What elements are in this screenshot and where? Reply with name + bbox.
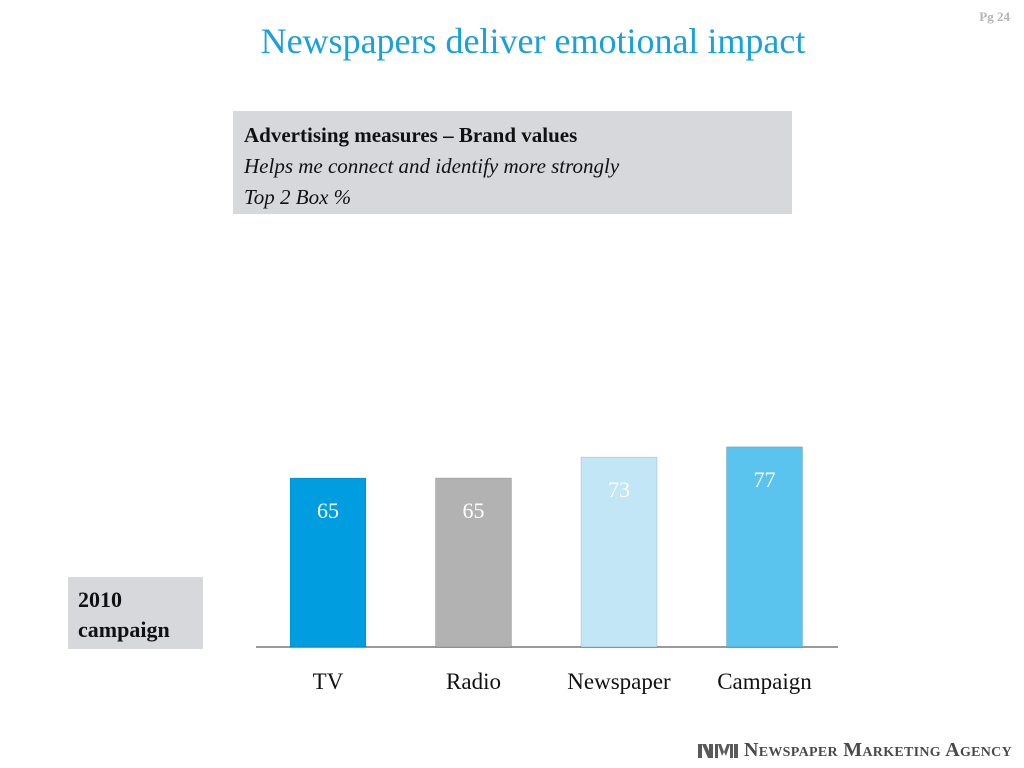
- agency-name: Newspaper Marketing Agency: [744, 739, 1012, 761]
- footer-logo: Newspaper Marketing Agency: [698, 739, 1012, 762]
- bar-newspaper: [580, 456, 658, 648]
- data-label-newspaper: 73: [608, 477, 630, 502]
- bar-campaign: [726, 446, 803, 648]
- campaign-label: 2010 campaign: [68, 577, 203, 649]
- category-label-tv: TV: [313, 669, 344, 694]
- data-label-campaign: 77: [754, 467, 776, 492]
- info-box-heading: Advertising measures – Brand values: [244, 123, 578, 147]
- info-box-subtitle: Helps me connect and identify more stron…: [244, 154, 620, 178]
- category-label-radio: Radio: [446, 669, 501, 694]
- page-number: Pg 24: [979, 9, 1010, 24]
- bar-tv: [289, 477, 367, 648]
- category-label-newspaper: Newspaper: [567, 669, 671, 694]
- category-label-campaign: Campaign: [717, 669, 812, 694]
- bar-radio: [435, 477, 512, 648]
- slide-title: Newspapers deliver emotional impact: [260, 21, 806, 61]
- nma-logo-icon: [698, 743, 738, 758]
- info-box: Advertising measures – Brand values Help…: [233, 111, 792, 214]
- data-label-radio: 65: [463, 498, 485, 523]
- data-label-tv: 65: [317, 498, 339, 523]
- info-box-measure: Top 2 Box %: [244, 185, 352, 209]
